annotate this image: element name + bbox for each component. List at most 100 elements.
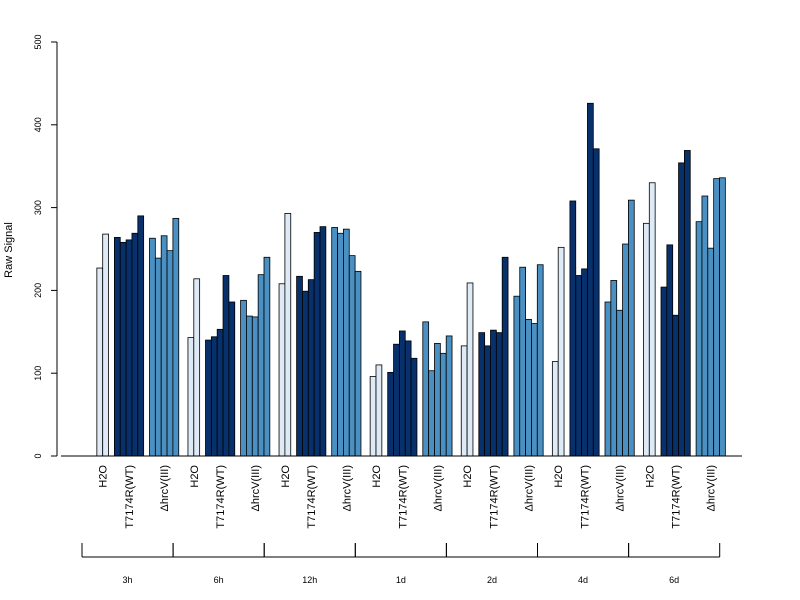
bar-12h-t7174rwt xyxy=(296,275,303,457)
bar-2d-hrcviii xyxy=(531,323,538,457)
bar-6d-hrcviii xyxy=(707,247,715,457)
bar-1d-h2o xyxy=(375,364,383,457)
timepoint-brackets xyxy=(81,543,721,558)
bar-1d-hrcviii xyxy=(439,352,447,457)
bar-6d-hrcviii xyxy=(701,195,709,457)
bar-6h-hrcviii xyxy=(257,274,265,457)
bar-4d-t7174rwt xyxy=(592,148,600,457)
bar-12h-h2o xyxy=(278,283,286,457)
condition-labels: H2O T7174R(WT) ΔhrcV(III) H2O T7174R(WT) Δhrc… xyxy=(98,465,718,529)
bar-6h-t7174rwt xyxy=(216,328,224,457)
bar-1d-t7174rwt xyxy=(387,371,394,457)
bar-4d-t7174rwt xyxy=(587,102,594,457)
condition-label: H2O xyxy=(553,465,565,488)
y-axis-label: Raw Signal xyxy=(3,222,15,278)
bar-3h-hrcviii xyxy=(166,250,174,457)
condition-label: H2O xyxy=(644,465,656,488)
bar-6h-t7174rwt xyxy=(222,275,230,457)
bar-12h-t7174rwt xyxy=(319,226,327,457)
y-tick-label: 300 xyxy=(33,200,43,215)
condition-label: T7174R(WT) xyxy=(488,465,500,529)
bar-3h-t7174rwt xyxy=(125,239,133,457)
bar-3h-hrcviii xyxy=(172,217,180,457)
bar-2d-t7174rwt xyxy=(478,332,486,457)
bar-6d-t7174rwt xyxy=(660,286,668,457)
bar-4d-h2o xyxy=(551,361,559,457)
bar-6d-h2o xyxy=(648,182,656,457)
bar-4d-hrcviii xyxy=(604,301,612,457)
bar-3h-t7174rwt xyxy=(114,237,121,457)
bar-12h-t7174rwt xyxy=(313,232,321,457)
condition-label: ΔhrcV(III) xyxy=(524,465,536,511)
bar-1d-hrcviii xyxy=(422,321,430,457)
bar-2d-t7174rwt xyxy=(495,332,503,457)
timepoint-label: 1d xyxy=(396,575,406,585)
timepoint-label: 3h xyxy=(123,575,133,585)
bar-1d-t7174rwt xyxy=(393,343,400,457)
bar-4d-hrcviii xyxy=(616,309,623,457)
bar-12h-hrcviii xyxy=(348,255,356,457)
bar-4d-hrcviii xyxy=(628,199,635,457)
bar-6h-t7174rwt xyxy=(228,301,236,457)
condition-label: T7174R(WT) xyxy=(306,465,318,529)
bar-6d-t7174rwt xyxy=(672,314,679,457)
bar-4d-hrcviii xyxy=(610,280,618,457)
bar-6h-t7174rwt xyxy=(210,336,218,457)
bar-2d-t7174rwt xyxy=(484,345,491,457)
bar-6d-t7174rwt xyxy=(678,162,685,457)
bar-4d-hrcviii xyxy=(622,243,629,457)
condition-label: T7174R(WT) xyxy=(215,465,227,529)
bar-12h-t7174rwt xyxy=(302,290,309,457)
condition-label: H2O xyxy=(98,465,110,488)
condition-label: ΔhrcV(III) xyxy=(432,465,444,511)
bar-1d-h2o xyxy=(369,376,377,457)
bar-1d-t7174rwt xyxy=(410,357,418,457)
y-axis: 0 100 200 300 400 500 xyxy=(33,34,58,459)
bar-3h-h2o xyxy=(102,233,109,457)
bar-3h-t7174rwt xyxy=(119,241,127,457)
bar-6h-t7174rwt xyxy=(205,339,212,457)
bar-12h-h2o xyxy=(284,212,292,457)
y-tick-label: 0 xyxy=(33,453,43,458)
bar-1d-hrcviii xyxy=(434,342,441,457)
bar-6d-hrcviii xyxy=(695,221,703,457)
y-tick-label: 400 xyxy=(33,117,43,132)
timepoint-label: 2d xyxy=(487,575,497,585)
bar-2d-hrcviii xyxy=(513,295,521,457)
bar-1d-t7174rwt xyxy=(398,330,406,457)
bar-6d-h2o xyxy=(643,222,650,457)
bar-4d-t7174rwt xyxy=(575,275,582,457)
y-tick-label: 500 xyxy=(33,34,43,49)
condition-label: T7174R(WT) xyxy=(397,465,409,529)
bar-12h-hrcviii xyxy=(337,232,344,457)
bar-2d-hrcviii xyxy=(525,318,532,457)
y-tick-label: 200 xyxy=(33,283,43,298)
bar-2d-t7174rwt xyxy=(490,329,497,457)
condition-label: ΔhrcV(III) xyxy=(250,465,262,511)
bar-6h-hrcviii xyxy=(246,315,253,457)
condition-label: T7174R(WT) xyxy=(580,465,592,529)
bar-6h-hrcviii xyxy=(263,256,271,457)
condition-label: T7174R(WT) xyxy=(671,465,683,529)
bar-6h-h2o xyxy=(193,278,201,457)
bar-1d-t7174rwt xyxy=(404,340,412,457)
timepoint-label: 4d xyxy=(578,575,588,585)
bar-12h-t7174rwt xyxy=(307,279,315,457)
bar-3h-hrcviii xyxy=(149,237,156,457)
bar-12h-hrcviii xyxy=(354,270,362,457)
bar-4d-t7174rwt xyxy=(569,200,577,457)
bar-4d-t7174rwt xyxy=(581,268,588,457)
condition-label: H2O xyxy=(462,465,474,488)
condition-label: ΔhrcV(III) xyxy=(159,465,171,511)
bar-6d-hrcviii xyxy=(713,178,720,457)
condition-label: ΔhrcV(III) xyxy=(341,465,353,511)
bar-1d-hrcviii xyxy=(428,370,435,457)
bar-12h-hrcviii xyxy=(342,228,350,457)
timepoint-label: 6h xyxy=(214,575,224,585)
timepoint-labels: 3h 6h 12h 1d 2d 4d 6d xyxy=(123,575,680,585)
bar-3h-hrcviii xyxy=(154,257,162,457)
bar-2d-hrcviii xyxy=(536,264,544,457)
bar-1d-hrcviii xyxy=(445,335,453,457)
bar-3h-t7174rwt xyxy=(137,215,145,457)
bars xyxy=(96,102,726,457)
